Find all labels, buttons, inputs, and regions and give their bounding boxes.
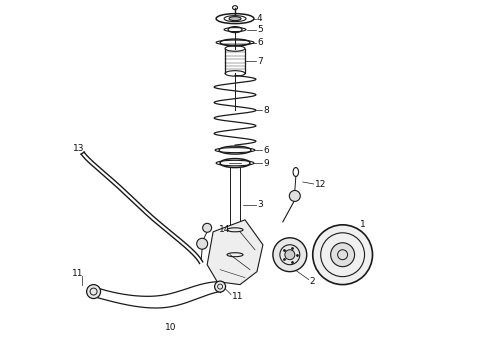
Text: 14: 14 [219,225,230,234]
Text: 9: 9 [263,158,269,167]
Text: 13: 13 [73,144,84,153]
Circle shape [196,238,208,249]
Text: 1: 1 [360,220,366,229]
Text: 7: 7 [257,57,263,66]
Circle shape [87,285,100,298]
Text: 10: 10 [165,323,177,332]
Text: 8: 8 [263,106,269,115]
Ellipse shape [229,17,241,21]
Circle shape [285,250,295,260]
Text: 2: 2 [310,277,316,286]
Text: 6: 6 [263,145,269,154]
Text: 5: 5 [257,25,263,34]
Circle shape [203,223,212,232]
Text: 11: 11 [232,292,244,301]
Circle shape [331,243,355,267]
Circle shape [313,225,372,285]
Text: 3: 3 [257,201,263,210]
Circle shape [215,281,225,292]
Circle shape [273,238,307,272]
Polygon shape [207,220,263,285]
Text: 11: 11 [72,269,83,278]
Text: 6: 6 [257,38,263,47]
Circle shape [289,190,300,201]
Text: 4: 4 [257,14,263,23]
Text: 12: 12 [315,180,326,189]
